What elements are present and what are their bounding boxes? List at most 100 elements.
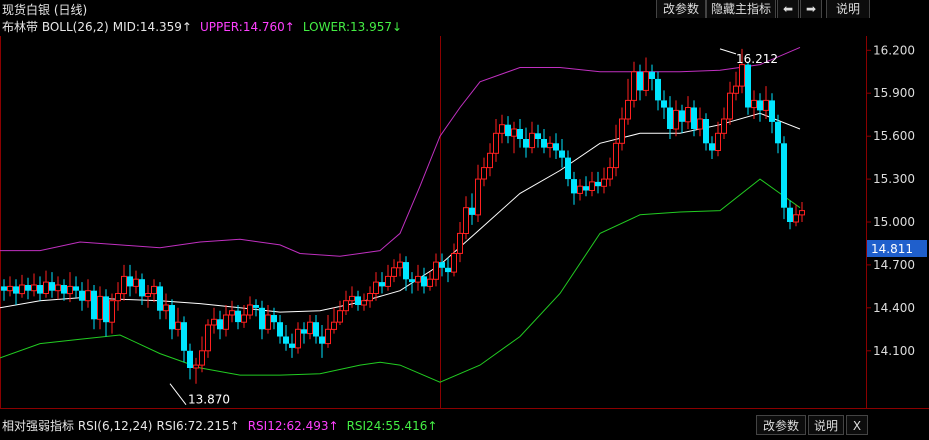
- candle: [607, 157, 613, 187]
- candle: [217, 310, 223, 340]
- candle-body: [349, 295, 355, 302]
- axis-tick-label: 14.100: [873, 344, 915, 358]
- candle: [271, 307, 277, 330]
- candle: [541, 129, 547, 154]
- candle-body: [331, 321, 337, 330]
- axis-tick-label: 14.400: [873, 301, 915, 315]
- candle-body: [103, 296, 109, 323]
- candle-body: [217, 319, 223, 330]
- candle: [127, 264, 133, 297]
- rsi-name: 相对强弱指标 RSI(6,12,24): [2, 419, 153, 433]
- candle-body: [127, 276, 133, 287]
- candle: [139, 273, 145, 305]
- scroll-left-icon[interactable]: ⬅: [777, 0, 799, 18]
- candle: [463, 196, 469, 240]
- candle-body: [481, 167, 487, 180]
- candle-body: [13, 286, 19, 294]
- candle-body: [1, 286, 7, 291]
- candle: [265, 305, 271, 334]
- price-axis: 16.200 15.900 15.600 15.300 15.000 14.700 14.4…: [866, 43, 927, 358]
- candle: [103, 289, 109, 337]
- candle: [337, 300, 343, 325]
- rsi-params-button[interactable]: 改参数: [756, 415, 806, 435]
- candle: [61, 279, 67, 301]
- candle-body: [739, 64, 745, 87]
- candle: [43, 270, 49, 298]
- candle-body: [775, 121, 781, 144]
- candle-body: [115, 293, 121, 302]
- candle: [55, 276, 61, 300]
- rsi-help-button[interactable]: 说明: [808, 415, 844, 435]
- candle-body: [499, 124, 505, 134]
- candle: [295, 322, 301, 354]
- candle: [211, 307, 217, 334]
- candle: [241, 305, 247, 328]
- help-button[interactable]: 说明: [826, 0, 870, 18]
- axis-tick-label: 15.300: [873, 172, 915, 186]
- candle-body: [355, 296, 361, 305]
- candle-body: [469, 207, 475, 215]
- candle-body: [295, 328, 301, 349]
- candle-body: [493, 132, 499, 154]
- candle-body: [229, 310, 235, 316]
- candle-body: [661, 100, 667, 108]
- candle-body: [109, 300, 115, 323]
- scroll-right-icon[interactable]: ➡: [800, 0, 822, 18]
- candle: [277, 315, 283, 344]
- candle-body: [571, 179, 577, 194]
- candle: [361, 293, 367, 311]
- candle: [235, 305, 241, 330]
- candle-body: [577, 185, 583, 194]
- candle: [301, 322, 307, 344]
- candle-body: [541, 139, 547, 148]
- candle-body: [697, 118, 703, 130]
- candle: [1, 279, 7, 301]
- candle: [307, 315, 313, 340]
- candle: [643, 57, 649, 97]
- price-chart[interactable]: 16.200 15.900 15.600 15.300 15.000 14.700 14.4…: [0, 0, 929, 413]
- candle-body: [49, 282, 55, 291]
- candle-body: [241, 314, 247, 323]
- candle: [469, 193, 475, 225]
- candle: [385, 264, 391, 291]
- candle: [763, 86, 769, 119]
- candle: [439, 253, 445, 277]
- candle: [517, 119, 523, 148]
- boll-upper: UPPER:14.760↑: [199, 20, 295, 34]
- candle-body: [685, 107, 691, 123]
- candle: [181, 316, 187, 363]
- candle: [169, 299, 175, 340]
- candle-body: [799, 210, 805, 216]
- candle: [505, 116, 511, 144]
- candle-body: [121, 275, 127, 295]
- close-icon[interactable]: X: [846, 415, 868, 435]
- candle-body: [97, 295, 103, 320]
- candle: [223, 305, 229, 337]
- candle: [391, 259, 397, 283]
- candle-body: [85, 290, 91, 302]
- candle: [703, 113, 709, 151]
- candle-body: [19, 284, 25, 295]
- candle: [199, 336, 205, 373]
- candle: [67, 272, 73, 303]
- candle-body: [475, 178, 481, 216]
- candle: [445, 257, 451, 283]
- candle-body: [67, 285, 73, 295]
- candle-body: [259, 307, 265, 330]
- candle: [511, 121, 517, 154]
- mid-band: [0, 112, 801, 313]
- candle: [79, 282, 85, 311]
- candle: [733, 71, 739, 101]
- hide-main-indicator-button[interactable]: 隐藏主指标: [706, 0, 776, 18]
- candle-body: [613, 142, 619, 169]
- candle: [163, 293, 169, 320]
- candle-body: [343, 300, 349, 312]
- candle: [133, 270, 139, 294]
- candle-body: [61, 285, 67, 294]
- candle: [781, 136, 787, 220]
- rsi24: RSI24:55.416↑: [346, 419, 438, 433]
- candle: [613, 124, 619, 177]
- candle-body: [199, 350, 205, 366]
- change-params-button[interactable]: 改参数: [656, 0, 706, 18]
- candle: [403, 256, 409, 291]
